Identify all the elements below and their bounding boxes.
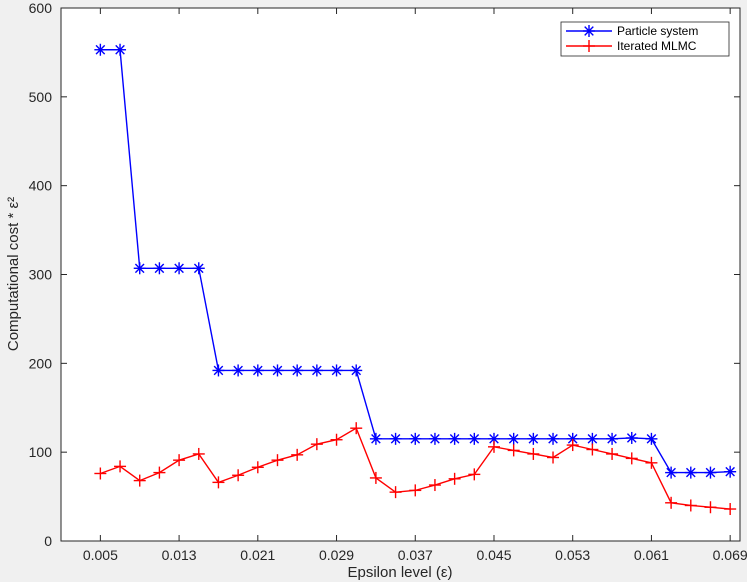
particle-system-point bbox=[527, 432, 540, 445]
iterated-mlmc-point bbox=[251, 461, 264, 474]
particle-system-point bbox=[704, 466, 717, 479]
iterated-mlmc-point bbox=[94, 467, 107, 480]
particle-system-point bbox=[291, 364, 304, 377]
particle-system-point bbox=[507, 432, 520, 445]
particle-system-point bbox=[468, 432, 481, 445]
iterated-mlmc-point bbox=[114, 460, 127, 473]
iterated-mlmc-point bbox=[369, 471, 382, 484]
x-tick-label: 0.069 bbox=[713, 547, 747, 563]
particle-system-point bbox=[271, 364, 284, 377]
iterated-mlmc-point bbox=[448, 472, 461, 485]
iterated-mlmc-point bbox=[547, 451, 560, 464]
legend-label: Particle system bbox=[617, 24, 698, 38]
particle-system-point bbox=[547, 432, 560, 445]
particle-system-point bbox=[665, 466, 678, 479]
particle-system-point bbox=[114, 43, 127, 56]
iterated-mlmc-point bbox=[409, 484, 422, 497]
particle-system-point bbox=[645, 432, 658, 445]
particle-system-point bbox=[448, 432, 461, 445]
iterated-mlmc-point bbox=[133, 474, 146, 487]
iterated-mlmc-point bbox=[487, 440, 500, 453]
legend-marker bbox=[583, 25, 595, 37]
x-tick-label: 0.013 bbox=[162, 547, 197, 563]
particle-system-point bbox=[133, 262, 146, 275]
x-tick-label: 0.005 bbox=[83, 547, 118, 563]
iterated-mlmc-point bbox=[704, 501, 717, 514]
iterated-mlmc-point bbox=[232, 469, 245, 482]
iterated-mlmc-point bbox=[645, 456, 658, 469]
particle-system-point bbox=[389, 432, 402, 445]
iterated-mlmc-point bbox=[684, 499, 697, 512]
iterated-mlmc-point bbox=[330, 433, 343, 446]
y-tick-label: 500 bbox=[29, 89, 53, 105]
particle-system-point bbox=[251, 364, 264, 377]
plot-border bbox=[60, 7, 741, 542]
particle-system-point bbox=[212, 364, 225, 377]
iterated-mlmc-point bbox=[428, 479, 441, 492]
iterated-mlmc-point bbox=[153, 466, 166, 479]
y-tick-label: 400 bbox=[29, 178, 53, 194]
x-axis-label: Epsilon level (ε) bbox=[347, 564, 452, 581]
iterated-mlmc-point bbox=[212, 476, 225, 489]
iterated-mlmc-point bbox=[350, 422, 363, 435]
y-axis-ticks: 0 100 200 300 400 500 600 bbox=[29, 0, 740, 549]
series-iterated-mlmc bbox=[94, 422, 737, 516]
particle-system-point bbox=[310, 364, 323, 377]
y-tick-label: 0 bbox=[44, 533, 52, 549]
iterated-mlmc-point bbox=[665, 496, 678, 509]
iterated-mlmc-point bbox=[310, 438, 323, 451]
iterated-mlmc-point bbox=[271, 454, 284, 467]
legend-label: Iterated MLMC bbox=[617, 39, 697, 53]
particle-system-point bbox=[192, 262, 205, 275]
y-axis-label: Computational cost * ε² bbox=[5, 197, 22, 351]
iterated-mlmc-point bbox=[468, 468, 481, 481]
series-layer bbox=[94, 43, 737, 516]
iterated-mlmc-point bbox=[507, 444, 520, 457]
iterated-mlmc-point bbox=[586, 443, 599, 456]
series-particle-system bbox=[94, 43, 737, 479]
x-tick-label: 0.053 bbox=[555, 547, 590, 563]
particle-system-point bbox=[232, 364, 245, 377]
x-tick-label: 0.029 bbox=[319, 547, 354, 563]
iterated-mlmc-point bbox=[724, 503, 737, 516]
x-tick-label: 0.021 bbox=[240, 547, 275, 563]
particle-system-point bbox=[606, 432, 619, 445]
particle-system-point bbox=[94, 43, 107, 56]
y-tick-label: 600 bbox=[29, 0, 53, 16]
legend-item-iterated-mlmc: Iterated MLMC bbox=[566, 39, 697, 53]
particle-system-point bbox=[409, 432, 422, 445]
iterated-mlmc-point bbox=[192, 447, 205, 460]
particle-system-point bbox=[350, 364, 363, 377]
y-tick-label: 100 bbox=[29, 444, 53, 460]
particle-system-point bbox=[428, 432, 441, 445]
y-tick-label: 300 bbox=[29, 267, 53, 283]
legend-item-particle-system: Particle system bbox=[566, 24, 698, 38]
particle-system-point bbox=[330, 364, 343, 377]
particle-system-point bbox=[684, 466, 697, 479]
x-axis-ticks: 0.005 0.013 0.021 0.029 0.037 0.045 0.053 0.061… bbox=[83, 8, 747, 563]
particle-system-point bbox=[625, 431, 638, 444]
iterated-mlmc-point bbox=[291, 448, 304, 461]
iterated-mlmc-point bbox=[527, 447, 540, 460]
x-tick-label: 0.061 bbox=[634, 547, 669, 563]
particle-system-point bbox=[369, 432, 382, 445]
legend-marker bbox=[583, 40, 595, 52]
iterated-mlmc-point bbox=[625, 452, 638, 465]
x-tick-label: 0.037 bbox=[398, 547, 433, 563]
particle-system-point bbox=[173, 262, 186, 275]
particle-system-point bbox=[586, 432, 599, 445]
plot-area bbox=[61, 8, 740, 541]
particle-system-point bbox=[153, 262, 166, 275]
iterated-mlmc-point bbox=[389, 486, 402, 499]
iterated-mlmc-point bbox=[566, 439, 579, 452]
iterated-mlmc-point bbox=[606, 447, 619, 460]
y-tick-label: 200 bbox=[29, 355, 53, 371]
x-tick-label: 0.045 bbox=[476, 547, 511, 563]
iterated-mlmc-point bbox=[173, 454, 186, 467]
particle-system-point bbox=[724, 465, 737, 478]
